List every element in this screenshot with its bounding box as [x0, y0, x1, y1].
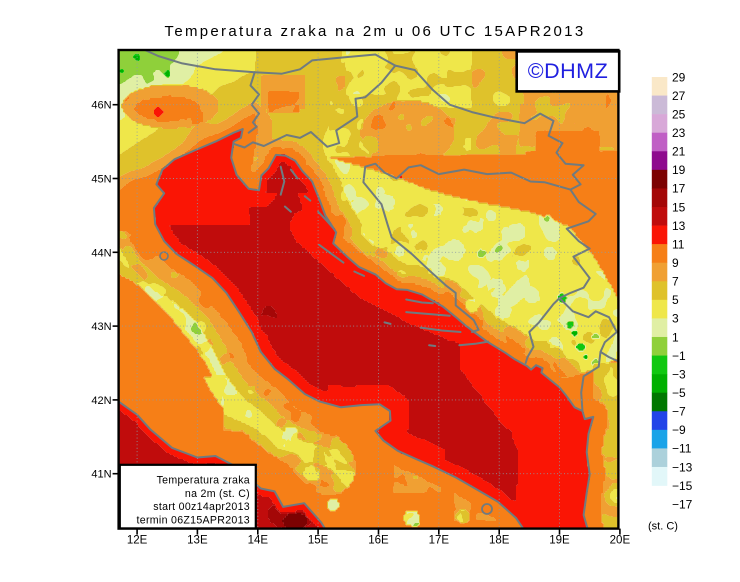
svg-text:termin 06Z15APR2013: termin 06Z15APR2013 — [137, 515, 250, 527]
svg-text:1: 1 — [672, 330, 679, 344]
svg-text:11: 11 — [672, 237, 685, 251]
svg-text:44N: 44N — [91, 247, 111, 259]
svg-text:(st. C): (st. C) — [648, 521, 678, 533]
svg-text:5: 5 — [672, 293, 679, 307]
svg-text:12E: 12E — [127, 535, 148, 547]
svg-text:16E: 16E — [368, 535, 389, 547]
svg-text:3: 3 — [672, 312, 679, 326]
svg-text:25: 25 — [672, 107, 686, 121]
svg-text:©DHMZ: ©DHMZ — [528, 59, 608, 83]
svg-text:23: 23 — [672, 126, 686, 140]
svg-text:−11: −11 — [672, 442, 692, 456]
svg-text:−7: −7 — [672, 405, 686, 419]
svg-text:46N: 46N — [91, 100, 111, 112]
svg-text:−9: −9 — [672, 423, 686, 437]
svg-text:13E: 13E — [187, 535, 208, 547]
svg-text:42N: 42N — [91, 395, 111, 407]
svg-text:−13: −13 — [672, 460, 693, 474]
svg-text:9: 9 — [672, 256, 679, 270]
svg-text:15E: 15E — [308, 535, 329, 547]
svg-text:na 2m (st. C): na 2m (st. C) — [185, 488, 250, 500]
svg-text:Temperatura zraka na 2m u 06 U: Temperatura zraka na 2m u 06 UTC 15APR20… — [165, 23, 586, 40]
svg-text:14E: 14E — [248, 535, 269, 547]
svg-text:start 00z14apr2013: start 00z14apr2013 — [153, 501, 250, 513]
svg-text:−5: −5 — [672, 386, 686, 400]
svg-text:Temperatura zraka: Temperatura zraka — [157, 475, 250, 487]
svg-text:45N: 45N — [91, 174, 111, 186]
svg-text:−3: −3 — [672, 367, 686, 381]
svg-text:−15: −15 — [672, 479, 693, 493]
svg-text:27: 27 — [672, 89, 686, 103]
svg-text:−1: −1 — [672, 349, 686, 363]
svg-text:18E: 18E — [489, 535, 510, 547]
svg-text:13: 13 — [672, 219, 686, 233]
svg-text:43N: 43N — [91, 321, 111, 333]
svg-text:17: 17 — [672, 182, 686, 196]
svg-text:15: 15 — [672, 200, 686, 214]
svg-text:29: 29 — [672, 70, 686, 84]
svg-text:19E: 19E — [549, 535, 570, 547]
svg-text:17E: 17E — [429, 535, 450, 547]
svg-text:19: 19 — [672, 163, 686, 177]
svg-text:21: 21 — [672, 145, 686, 159]
svg-text:7: 7 — [672, 275, 679, 289]
svg-text:−17: −17 — [672, 497, 693, 511]
svg-text:20E: 20E — [610, 535, 631, 547]
svg-text:41N: 41N — [91, 469, 111, 481]
